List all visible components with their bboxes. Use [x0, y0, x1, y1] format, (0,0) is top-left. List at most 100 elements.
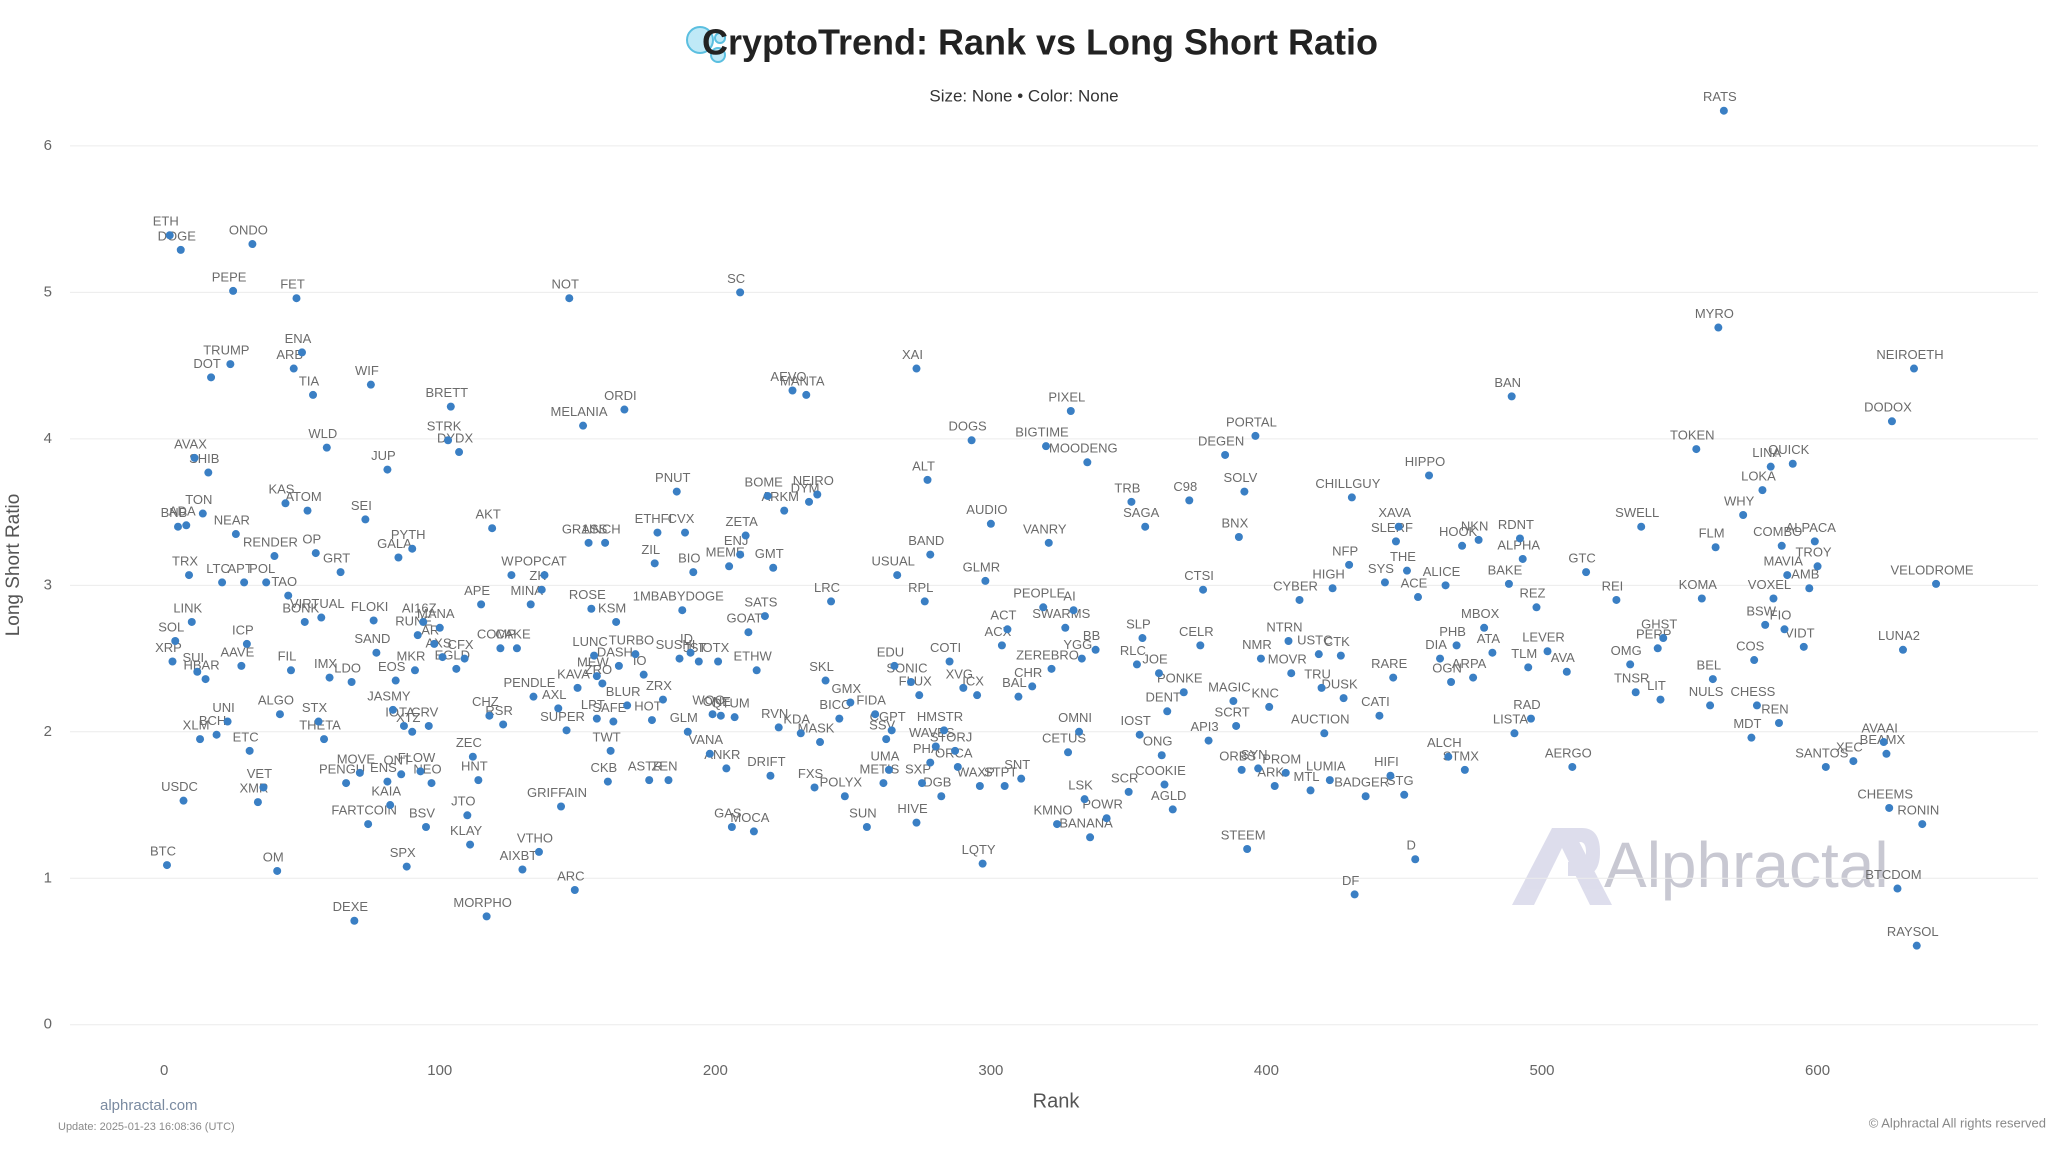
point-label: NEAR: [214, 512, 250, 527]
point-label: JUP: [371, 448, 396, 463]
point-label: AMB: [1791, 567, 1819, 582]
point-label: ORBS: [1219, 748, 1256, 763]
point: [212, 730, 221, 739]
point: [438, 653, 447, 662]
point: [1028, 682, 1037, 691]
point-label: CAKE: [495, 627, 531, 642]
point: [1179, 688, 1188, 697]
point-label: MAVIA: [1763, 554, 1803, 569]
point-label: D: [1407, 838, 1416, 853]
point: [474, 776, 483, 785]
x-tick-label: 200: [703, 1062, 728, 1079]
point-label: BLUR: [606, 684, 641, 699]
point: [477, 600, 486, 609]
point: [973, 691, 982, 700]
point: [1138, 634, 1147, 643]
point-label: BB: [1083, 628, 1100, 643]
point: [430, 639, 439, 648]
point: [193, 667, 202, 676]
point-label: KOMA: [1679, 577, 1718, 592]
point-label: VIDT: [1785, 625, 1815, 640]
point-label: DODOX: [1864, 400, 1912, 415]
point-label: COMP: [477, 627, 516, 642]
point: [1064, 748, 1073, 757]
point: [612, 617, 621, 626]
point-label: GOAT: [726, 611, 762, 626]
point-label: LINK: [173, 600, 202, 615]
point: [741, 531, 750, 540]
point-label: PEPE: [212, 269, 247, 284]
point: [1893, 884, 1902, 893]
point-label: ACE: [1401, 575, 1428, 590]
point: [1656, 695, 1665, 704]
point: [813, 490, 822, 499]
x-tick-label: 0: [160, 1062, 168, 1079]
point: [631, 650, 640, 659]
point: [1474, 535, 1483, 544]
point: [1458, 541, 1467, 550]
point: [592, 714, 601, 723]
point: [1766, 462, 1775, 471]
point-label: MOVR: [1268, 652, 1307, 667]
point: [322, 443, 331, 452]
point-label: TLM: [1511, 646, 1537, 661]
point-label: SANTOS: [1795, 745, 1849, 760]
point-label: ANKR: [704, 747, 740, 762]
point-label: DUSK: [1322, 677, 1358, 692]
point-label: TWT: [593, 729, 621, 744]
point: [937, 792, 946, 801]
x-tick-label: 300: [978, 1062, 1003, 1079]
point-label: AIXBT: [500, 848, 538, 863]
watermark-logo: [1512, 828, 1612, 905]
point-label: KAVA: [557, 666, 590, 681]
point: [229, 286, 238, 295]
point-label: XEC: [1836, 740, 1863, 755]
point-label: APE: [464, 583, 490, 598]
point: [361, 515, 370, 524]
point: [1758, 486, 1767, 495]
point: [1805, 584, 1814, 593]
point: [275, 710, 284, 719]
point: [1317, 683, 1326, 692]
point: [1898, 645, 1907, 654]
point-label: EDU: [877, 644, 904, 659]
point-label: ASTR: [628, 759, 663, 774]
plot-area: 0 1 2 3 4 5 6 0 100 200 300 400 500 600 ETH BTC DOGE ONDO…: [44, 89, 2038, 1079]
point-label: LPT: [581, 697, 605, 712]
point-label: CETUS: [1042, 731, 1086, 746]
point: [1075, 727, 1084, 736]
point-label: DEXE: [333, 899, 369, 914]
point: [1256, 654, 1265, 663]
point-label: SLP: [1126, 616, 1151, 631]
point: [1077, 654, 1086, 663]
chart-subtitle: Size: None • Color: None: [929, 86, 1118, 105]
point: [912, 818, 921, 827]
point-label: DF: [1342, 873, 1359, 888]
point-label: NEIRO: [793, 473, 834, 488]
point: [1813, 562, 1822, 571]
point-label: ZEC: [456, 735, 482, 750]
x-tick-label: 600: [1805, 1062, 1830, 1079]
point-label: BOME: [745, 474, 784, 489]
point-label: WLD: [308, 426, 337, 441]
point-label: BNX: [1222, 515, 1249, 530]
point-label: SUN: [849, 805, 876, 820]
point-label: ORDI: [604, 388, 637, 403]
point-label: PNUT: [655, 470, 690, 485]
point: [639, 670, 648, 679]
point-label: MOVE: [337, 751, 376, 766]
point: [658, 695, 667, 704]
point-label: USTC: [1297, 633, 1332, 648]
point: [399, 721, 408, 730]
point: [918, 779, 926, 788]
point: [1739, 511, 1748, 520]
point-label: HIFI: [1374, 754, 1399, 769]
point-label: HIGH: [1312, 567, 1345, 582]
point: [1287, 669, 1296, 678]
point-label: STPT: [984, 764, 1017, 779]
point: [623, 701, 632, 710]
point: [598, 679, 607, 688]
point-label: JTO: [451, 794, 475, 809]
point-label: SAND: [354, 631, 390, 646]
